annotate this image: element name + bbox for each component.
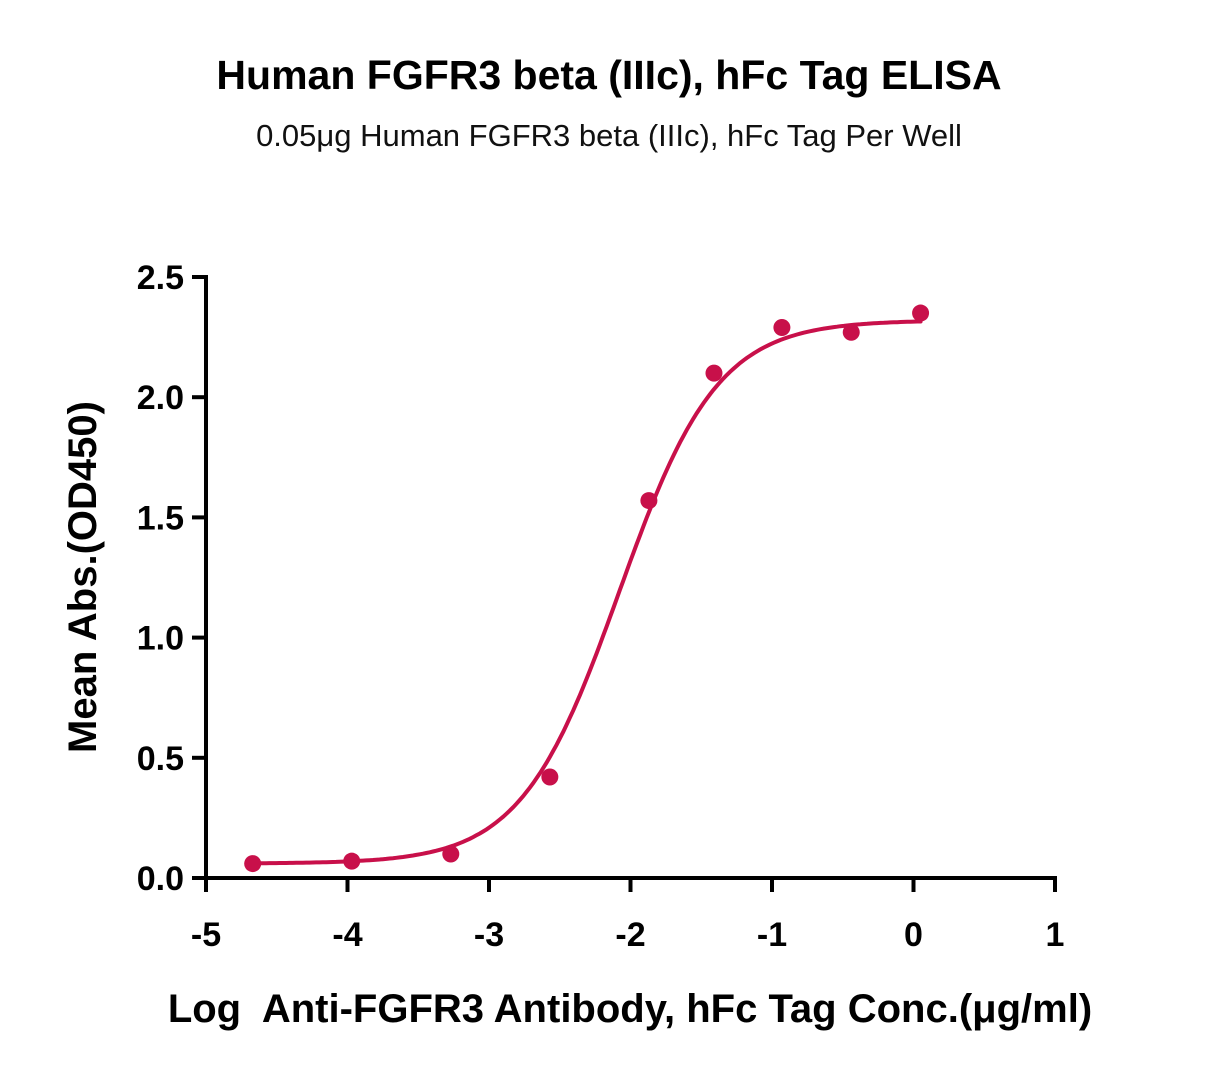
- fit-curve-layer: [250, 319, 923, 866]
- y-tick-label: 2.0: [137, 379, 184, 417]
- x-tick-label: 0: [904, 916, 923, 954]
- x-tick-label: -3: [474, 916, 504, 954]
- ticks: -5 -4 -3 -2 -1 0 1 0.0 0.5 1.0 1.5 2.0 2.5: [137, 259, 1065, 954]
- x-tick-label: -2: [615, 916, 645, 954]
- y-tick-label: 0.5: [137, 740, 184, 778]
- fit-curve: [250, 319, 923, 866]
- data-point: [773, 318, 791, 336]
- data-point: [343, 852, 361, 870]
- data-point: [244, 855, 262, 873]
- y-tick-label: 1.0: [137, 620, 184, 658]
- data-point: [541, 768, 559, 786]
- axes: [204, 275, 1057, 880]
- chart-subtitle: 0.05μg Human FGFR3 beta (IIIc), hFc Tag …: [256, 118, 962, 153]
- x-tick-label: -5: [191, 916, 221, 954]
- x-tick-label: 1: [1046, 916, 1065, 954]
- chart-title: Human FGFR3 beta (IIIc), hFc Tag ELISA: [216, 52, 1002, 98]
- data-point: [912, 304, 930, 322]
- data-point: [640, 492, 658, 510]
- data-point: [442, 845, 460, 863]
- y-axis-title: Mean Abs.(OD450): [61, 401, 105, 753]
- x-tick-label: -1: [757, 916, 787, 954]
- data-points-layer: [244, 304, 930, 873]
- data-point: [842, 323, 860, 341]
- x-tick-label: -4: [332, 916, 362, 954]
- data-point: [705, 364, 723, 382]
- y-tick-label: 1.5: [137, 499, 184, 537]
- y-tick-label: 2.5: [137, 259, 184, 297]
- y-tick-label: 0.0: [137, 860, 184, 898]
- x-axis-title: Log Anti-FGFR3 Antibody, hFc Tag Conc.(μ…: [168, 987, 1092, 1031]
